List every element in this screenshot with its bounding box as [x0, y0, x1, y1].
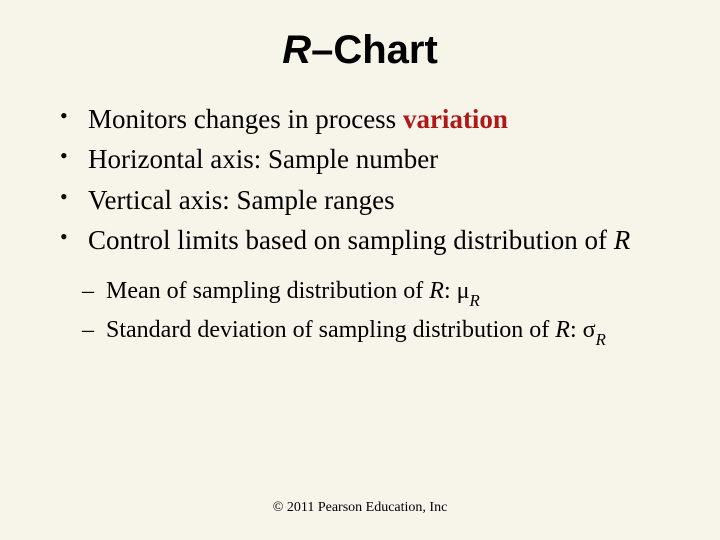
- sub-bullet-mid: : μ: [444, 278, 470, 304]
- sub-bullet-item: Mean of sampling distribution of R: μR: [82, 275, 672, 310]
- bullet-text: Control limits based on sampling distrib…: [88, 225, 614, 255]
- sub-bullet-text: Standard deviation of sampling distribut…: [106, 317, 555, 343]
- sub-bullet-italic: R: [555, 317, 570, 343]
- sub-bullet-italic: R: [429, 278, 444, 304]
- slide-title: R–Chart: [48, 28, 672, 73]
- bullet-item: Monitors changes in process variation: [56, 101, 672, 137]
- sub-bullet-item: Standard deviation of sampling distribut…: [82, 314, 672, 349]
- bullet-text: Vertical axis: Sample ranges: [88, 185, 395, 215]
- title-rest: –Chart: [311, 28, 438, 72]
- bullet-text: Monitors changes in process: [88, 104, 403, 134]
- main-bullet-list: Monitors changes in process variation Ho…: [56, 101, 672, 259]
- bullet-item: Control limits based on sampling distrib…: [56, 222, 672, 258]
- bullet-item: Vertical axis: Sample ranges: [56, 182, 672, 218]
- slide: R–Chart Monitors changes in process vari…: [0, 0, 720, 540]
- copyright-footer: © 2011 Pearson Education, Inc: [0, 500, 720, 516]
- bullet-text: Horizontal axis: Sample number: [88, 144, 438, 174]
- bullet-item: Horizontal axis: Sample number: [56, 141, 672, 177]
- sub-bullet-subscript: R: [470, 291, 480, 310]
- sub-bullet-mid: : σ: [570, 317, 596, 343]
- sub-bullet-text: Mean of sampling distribution of: [106, 278, 429, 304]
- bullet-italic: R: [614, 225, 631, 255]
- sub-bullet-subscript: R: [596, 330, 606, 349]
- title-italic-part: R: [282, 28, 311, 72]
- bullet-emphasis: variation: [403, 104, 508, 134]
- sub-bullet-list: Mean of sampling distribution of R: μR S…: [82, 275, 672, 350]
